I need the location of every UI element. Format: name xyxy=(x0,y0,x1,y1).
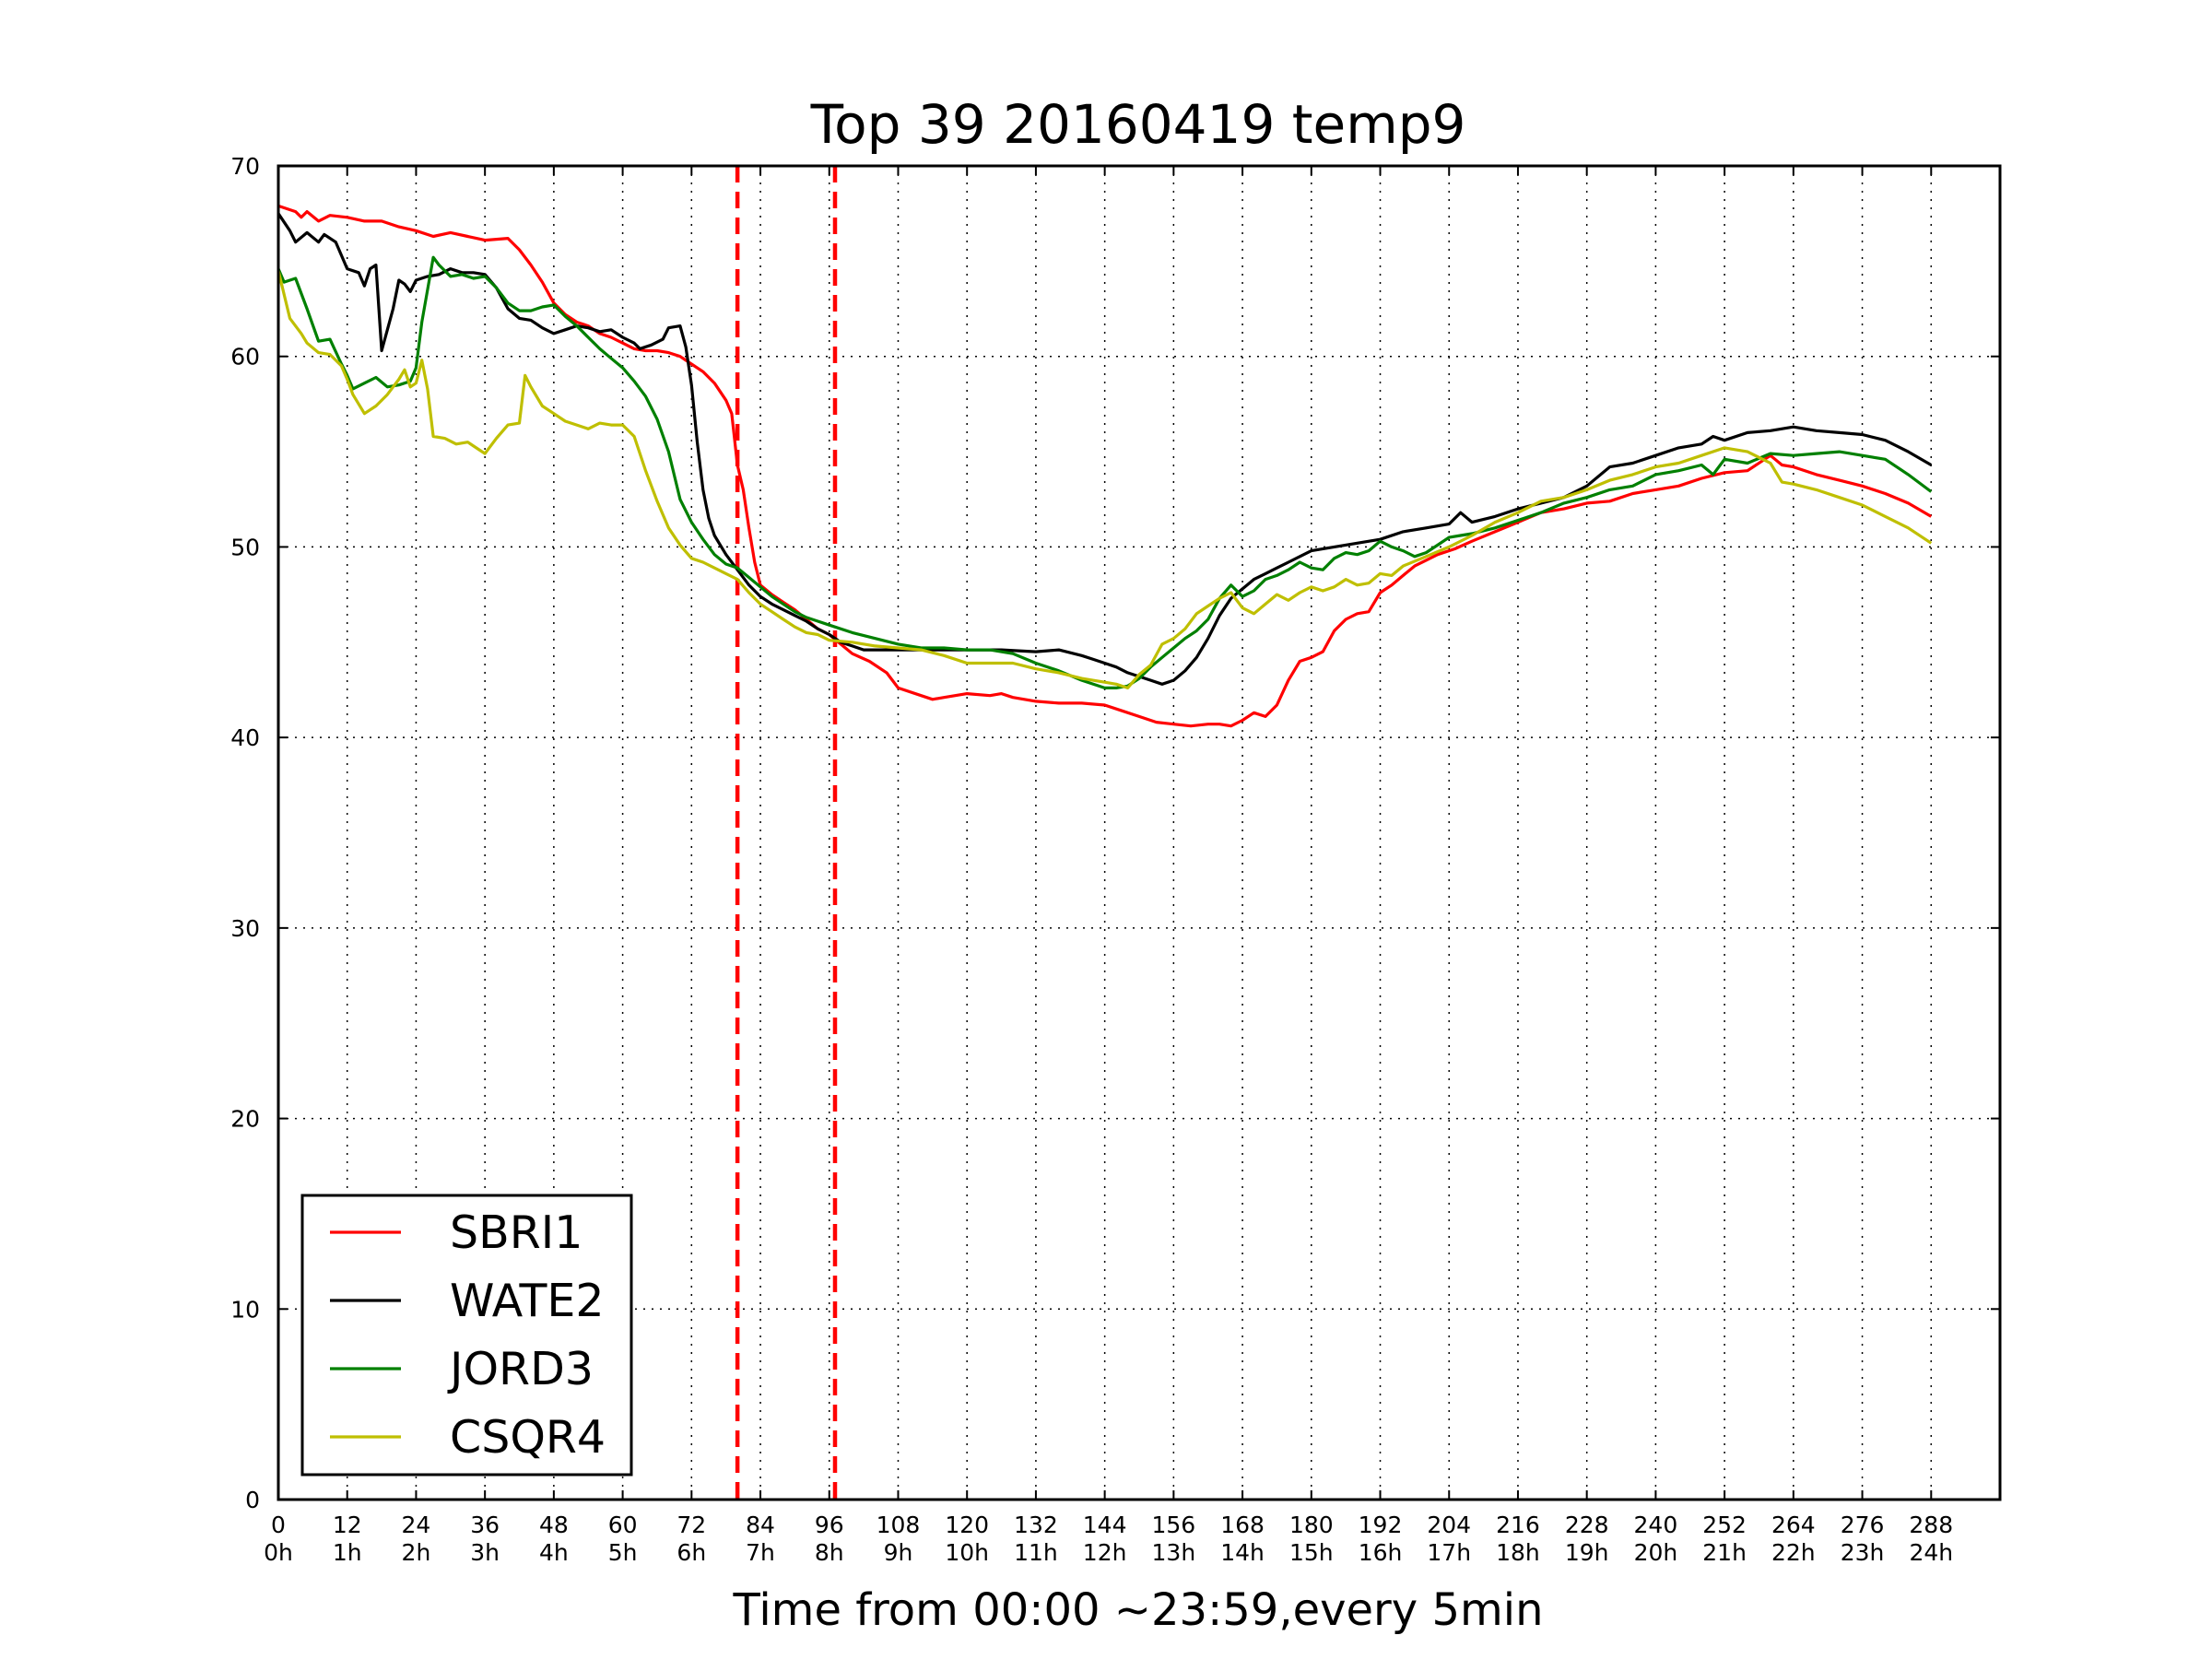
x-tick-label: 60 xyxy=(608,1512,638,1538)
x-tick-label: 180 xyxy=(1289,1512,1334,1538)
legend-label: WATE2 xyxy=(450,1275,605,1327)
chart-title: Top 39 20160419 temp9 xyxy=(810,93,1466,156)
legend: SBRI1 WATE2 JORD3 CSQR4 xyxy=(300,1194,633,1477)
x-tick-label-hours: 23h xyxy=(1841,1539,1885,1566)
x-tick-label-hours: 21h xyxy=(1702,1539,1747,1566)
x-tick-label-hours: 3h xyxy=(470,1539,500,1566)
x-tick-label: 264 xyxy=(1771,1512,1816,1538)
x-tick-label-hours: 18h xyxy=(1496,1539,1540,1566)
x-tick-label-hours: 24h xyxy=(1909,1539,1953,1566)
x-tick-label-hours: 7h xyxy=(746,1539,775,1566)
x-tick-label-hours: 4h xyxy=(539,1539,569,1566)
series-line-jord3 xyxy=(276,255,1933,689)
x-tick-label-hours: 12h xyxy=(1083,1539,1127,1566)
x-tick-label: 204 xyxy=(1427,1512,1471,1538)
series-line-csqr4 xyxy=(276,270,1933,689)
x-tick-label-hours: 15h xyxy=(1289,1539,1334,1566)
x-axis-label: Time from 00:00 ~23:59,every 5min xyxy=(733,1584,1544,1636)
x-tick-label-hours: 19h xyxy=(1565,1539,1609,1566)
y-tick-label: 70 xyxy=(230,153,260,180)
x-tick-label: 48 xyxy=(539,1512,569,1538)
x-tick-label-hours: 16h xyxy=(1359,1539,1403,1566)
x-tick-label: 0 xyxy=(271,1512,286,1538)
x-tick-label: 24 xyxy=(402,1512,431,1538)
x-tick-label-hours: 14h xyxy=(1220,1539,1265,1566)
x-tick-label: 12 xyxy=(333,1512,362,1538)
x-tick-label-hours: 11h xyxy=(1014,1539,1058,1566)
x-tick-label-hours: 2h xyxy=(402,1539,431,1566)
legend-label: SBRI1 xyxy=(450,1206,582,1259)
y-tick-label: 10 xyxy=(230,1296,260,1323)
axis-ticks: 00h121h242h363h484h605h726h847h968h1089h… xyxy=(230,153,2000,1566)
x-tick-label-hours: 17h xyxy=(1427,1539,1471,1566)
x-tick-label-hours: 20h xyxy=(1634,1539,1678,1566)
y-tick-label: 0 xyxy=(245,1487,260,1513)
x-tick-label: 240 xyxy=(1634,1512,1678,1538)
x-tick-label: 288 xyxy=(1909,1512,1953,1538)
legend-label: CSQR4 xyxy=(450,1411,606,1464)
x-tick-label: 252 xyxy=(1702,1512,1747,1538)
y-tick-label: 50 xyxy=(230,534,260,560)
x-tick-label-hours: 0h xyxy=(264,1539,293,1566)
x-tick-label-hours: 9h xyxy=(884,1539,913,1566)
x-tick-label: 168 xyxy=(1220,1512,1265,1538)
x-tick-label-hours: 10h xyxy=(945,1539,989,1566)
x-tick-label: 156 xyxy=(1152,1512,1196,1538)
x-tick-label: 84 xyxy=(746,1512,775,1538)
x-tick-label-hours: 22h xyxy=(1771,1539,1816,1566)
x-tick-label: 132 xyxy=(1014,1512,1058,1538)
x-tick-label-hours: 5h xyxy=(608,1539,638,1566)
y-tick-label: 30 xyxy=(230,915,260,942)
x-tick-label-hours: 1h xyxy=(333,1539,362,1566)
x-tick-label-hours: 6h xyxy=(677,1539,706,1566)
x-tick-label-hours: 13h xyxy=(1152,1539,1196,1566)
legend-box xyxy=(300,1194,633,1477)
legend-label: JORD3 xyxy=(447,1343,594,1395)
x-tick-label: 108 xyxy=(877,1512,921,1538)
plot-frame xyxy=(276,164,2002,1501)
x-tick-label: 36 xyxy=(470,1512,500,1538)
x-tick-label-hours: 8h xyxy=(815,1539,844,1566)
x-tick-label: 276 xyxy=(1841,1512,1885,1538)
vertical-marker-lines xyxy=(735,166,838,1500)
y-tick-label: 60 xyxy=(230,344,260,371)
y-tick-label: 40 xyxy=(230,724,260,751)
x-tick-label: 120 xyxy=(945,1512,989,1538)
x-tick-label: 192 xyxy=(1359,1512,1403,1538)
x-tick-label: 216 xyxy=(1496,1512,1540,1538)
x-tick-label: 228 xyxy=(1565,1512,1609,1538)
series-lines xyxy=(276,204,1933,728)
y-tick-label: 20 xyxy=(230,1106,260,1133)
x-tick-label: 144 xyxy=(1083,1512,1127,1538)
x-tick-label: 72 xyxy=(677,1512,706,1538)
x-tick-label: 96 xyxy=(815,1512,844,1538)
